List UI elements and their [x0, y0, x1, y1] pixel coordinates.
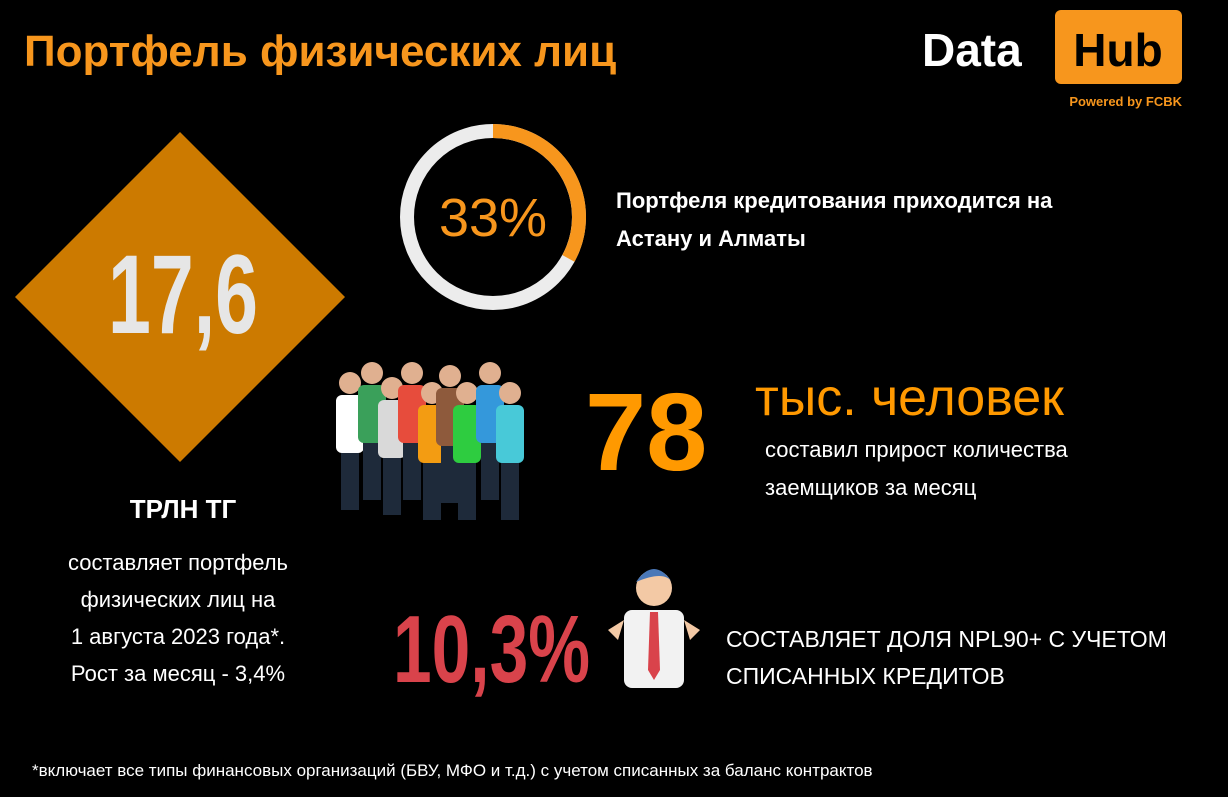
- portfolio-unit: ТРЛН ТГ: [130, 494, 237, 524]
- logo-caption: Powered by FCBK: [1069, 94, 1182, 109]
- text-line: СОСТАВЛЯЕТ ДОЛЯ NPL90+ С УЧЕТОМ: [726, 626, 1167, 652]
- logo-left: Data: [922, 24, 1022, 76]
- head: [361, 362, 383, 384]
- diamond: [15, 132, 345, 462]
- borrowers-value: 78: [585, 371, 707, 494]
- portfolio-value: 17,6: [108, 232, 258, 357]
- text-line: Портфеля кредитования приходится на: [616, 188, 1053, 213]
- head: [439, 365, 461, 387]
- borrowers-text: составил прирост количества заемщиков за …: [765, 437, 1069, 500]
- leg: [458, 460, 476, 520]
- npl-text: СОСТАВЛЯЕТ ДОЛЯ NPL90+ С УЧЕТОМ СПИСАННЫХ…: [726, 626, 1167, 689]
- text-line: Астану и Алматы: [616, 226, 806, 251]
- people-icon: [336, 362, 524, 520]
- ring-text: Портфеля кредитования приходится на Астан…: [616, 188, 1053, 251]
- text-line: Рост за месяц - 3,4%: [71, 661, 285, 686]
- text-line: физических лиц на: [81, 587, 276, 612]
- torso: [336, 395, 364, 453]
- head: [401, 362, 423, 384]
- title: Портфель физических лиц: [24, 27, 616, 76]
- torso: [453, 405, 481, 463]
- leg: [363, 440, 381, 500]
- text-line: составляет портфель: [68, 550, 288, 575]
- leg: [403, 440, 421, 500]
- logo-box: [1055, 10, 1182, 84]
- leg: [341, 450, 359, 510]
- leg: [423, 460, 441, 520]
- head: [339, 372, 361, 394]
- text-line: составил прирост количества: [765, 437, 1069, 462]
- head: [381, 377, 403, 399]
- ring-label: 33%: [439, 188, 547, 248]
- footnote: *включает все типы финансовых организаци…: [32, 761, 873, 780]
- leg: [481, 440, 499, 500]
- head: [499, 382, 521, 404]
- ring-arc: [492, 124, 586, 262]
- worried-man-icon: [608, 569, 700, 688]
- head: [479, 362, 501, 384]
- logo-right: Hub: [1073, 24, 1162, 76]
- npl-value: 10,3%: [393, 596, 590, 703]
- borrowers-unit: тыс. человек: [755, 369, 1064, 427]
- torso: [496, 405, 524, 463]
- leg: [383, 455, 401, 515]
- text-line: 1 августа 2023 года*.: [71, 624, 285, 649]
- text-line: СПИСАННЫХ КРЕДИТОВ: [726, 663, 1005, 689]
- text-line: заемщиков за месяц: [765, 475, 977, 500]
- portfolio-text: составляет портфель физических лиц на 1 ав…: [68, 550, 288, 686]
- head: [456, 382, 478, 404]
- leg: [501, 460, 519, 520]
